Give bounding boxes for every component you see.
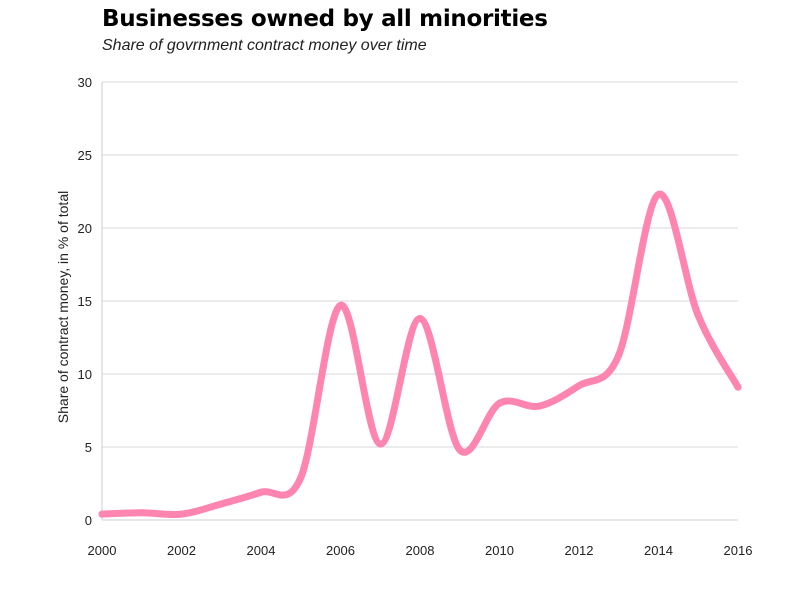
x-tick-labels: 2000 2002 2004 2006 2008 2010 2012 2014 2016: [88, 543, 753, 558]
data-point-2009: [456, 446, 464, 454]
grid-lines: [102, 81, 738, 448]
data-point-2015: [694, 312, 702, 320]
data-point-2012: [575, 382, 583, 390]
data-point-2002: [178, 510, 185, 518]
data-point-2004: [257, 488, 265, 496]
x-tick-label: 2006: [326, 543, 355, 558]
x-tick-label: 2014: [644, 543, 673, 558]
data-point-2003: [217, 500, 225, 508]
data-point-2001: [138, 509, 146, 517]
x-tick-label: 2008: [406, 543, 435, 558]
y-tick-label: 25: [78, 148, 92, 163]
x-tick-label: 2010: [485, 543, 514, 558]
y-tick-label: 0: [85, 513, 92, 528]
y-axis-label: Share of contract money, in % of total: [55, 191, 71, 423]
y-tick-label: 20: [78, 221, 92, 236]
y-tick-label: 5: [85, 440, 92, 455]
data-point-2014: [655, 190, 662, 198]
y-tick-label: 10: [78, 367, 92, 382]
chart-title: Businesses owned by all minorities: [102, 6, 548, 32]
chart-subtitle: Share of govrnment contract money over t…: [102, 37, 427, 54]
series-line: [98, 190, 742, 519]
data-point-2006: [337, 301, 344, 309]
data-point-2000: [98, 510, 106, 518]
x-tick-label: 2016: [724, 543, 753, 558]
series-group: [98, 190, 742, 519]
data-point-2007: [376, 440, 384, 448]
data-point-2008: [416, 315, 424, 323]
data-point-2010: [496, 399, 503, 407]
data-point-2005: [297, 474, 305, 482]
y-tick-label: 15: [78, 294, 92, 309]
y-tick-label: 30: [78, 75, 92, 90]
x-tick-label: 2012: [565, 543, 594, 558]
data-point-2011: [535, 402, 543, 410]
x-tick-label: 2000: [88, 543, 117, 558]
y-tick-labels: 0 5 10 15 20 25 30: [78, 75, 92, 528]
x-tick-label: 2004: [247, 543, 276, 558]
data-point-2013: [615, 351, 623, 359]
data-point-2016: [734, 383, 742, 391]
x-tick-label: 2002: [167, 543, 196, 558]
